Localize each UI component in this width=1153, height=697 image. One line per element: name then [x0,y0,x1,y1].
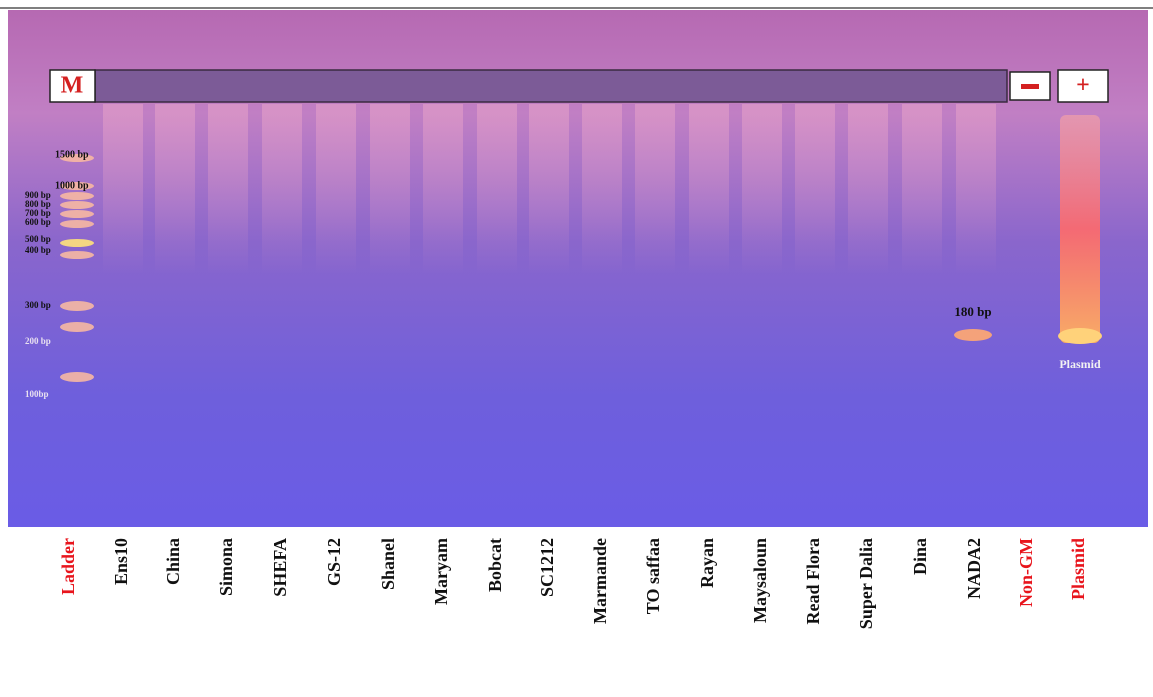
lane-smear [635,104,675,274]
ladder-band [60,239,94,247]
lane-smear [529,104,569,274]
ladder-band [60,220,94,228]
lane-label: Super Dalia [856,538,876,629]
lane-label: Non-GM [1016,538,1036,607]
well-bar [95,70,1007,102]
lane-smear [689,104,729,274]
nada2-band-label: 180 bp [954,304,991,319]
plasmid-band-label: Plasmid [1059,357,1101,371]
lane-smear [208,104,248,274]
lane-smear [370,104,410,274]
ladder-label: 1000 bp [55,180,89,191]
ladder-band [60,322,94,332]
lane-label: TO saffaa [643,538,663,614]
lane-label: Simona [216,538,236,596]
ladder-label: 300 bp [25,300,51,310]
positive-label: + [1076,73,1090,99]
lane-label: Bobcat [485,538,505,592]
lane-smear [103,104,143,274]
ladder-label: 100bp [25,389,49,399]
lane-smear [848,104,888,274]
lane-label: Plasmid [1068,538,1088,600]
ladder-band [60,210,94,218]
lane-label: Marmande [590,538,610,624]
lane-smear [742,104,782,274]
lane-label: SC1212 [537,538,557,597]
ladder-band [60,301,94,311]
lane-label: Maysaloun [750,538,770,623]
ladder-label: 500 bp [25,234,51,244]
lane-label: Rayan [697,538,717,588]
lane-label: Dina [910,538,930,575]
ladder-label: 600 bp [25,217,51,227]
lane-smear [155,104,195,274]
lane-label: GS-12 [324,538,344,586]
lane-smear [262,104,302,274]
lane-smear [795,104,835,274]
lane-label: China [163,538,183,585]
marker-label: M [61,73,84,99]
figure: M - + Plasmid180 bp1500 bp1000 bp900 bp8… [0,0,1153,697]
lane-label: Maryam [431,538,451,605]
lane-label: NADA2 [964,538,984,599]
lane-smear [477,104,517,274]
lane-label: Shanel [378,538,398,590]
plasmid-band [1058,328,1102,344]
lane-label: Ladder [58,538,78,595]
ladder-label: 400 bp [25,245,51,255]
lane-smear [956,104,996,274]
ladder-band [60,372,94,382]
ladder-label: 1500 bp [55,149,89,160]
lane-smear [423,104,463,274]
lane-label: Ens10 [111,538,131,585]
plasmid-smear [1060,115,1100,343]
lane-label: SHEFA [270,538,290,597]
ladder-band [60,192,94,200]
lane-smear [582,104,622,274]
nada2-band [954,329,992,341]
ladder-band [60,201,94,209]
lane-label: Read Flora [803,538,823,624]
ladder-band [60,251,94,259]
lane-smear [902,104,942,274]
lane-smear [316,104,356,274]
ladder-label: 200 bp [25,336,51,346]
